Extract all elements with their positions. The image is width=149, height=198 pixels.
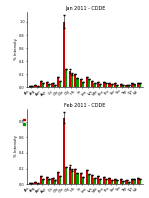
Bar xyxy=(120,84,122,87)
Bar xyxy=(103,177,105,184)
Bar xyxy=(59,176,61,184)
Bar xyxy=(105,179,107,184)
Bar xyxy=(29,183,31,184)
Bar xyxy=(131,83,133,87)
Bar xyxy=(34,182,37,184)
Bar xyxy=(108,178,111,184)
Bar xyxy=(133,179,136,184)
Bar xyxy=(46,177,48,184)
Bar xyxy=(111,180,113,184)
Bar xyxy=(88,174,90,184)
Title: Jan 2011 - CDDE: Jan 2011 - CDDE xyxy=(65,6,105,11)
Bar xyxy=(108,83,111,87)
Bar xyxy=(42,83,44,87)
Bar xyxy=(65,69,67,87)
Bar xyxy=(63,22,65,87)
Bar xyxy=(88,79,90,87)
Bar xyxy=(116,180,118,184)
Bar xyxy=(63,118,65,184)
Bar xyxy=(122,181,124,184)
Bar xyxy=(86,170,88,184)
Bar xyxy=(80,79,82,87)
Bar xyxy=(93,83,96,87)
Bar xyxy=(131,179,133,184)
Bar xyxy=(99,179,101,184)
Bar xyxy=(133,84,136,87)
Bar xyxy=(103,82,105,87)
Bar xyxy=(105,83,107,87)
Bar xyxy=(97,176,99,184)
Bar xyxy=(54,180,56,184)
Bar xyxy=(76,78,79,87)
Bar xyxy=(37,86,39,87)
Bar xyxy=(48,84,50,87)
Bar xyxy=(40,176,42,184)
Bar xyxy=(31,183,33,184)
Bar xyxy=(42,179,44,184)
Bar xyxy=(69,71,71,87)
Bar xyxy=(93,178,96,184)
Bar xyxy=(139,83,141,87)
Bar xyxy=(71,74,73,87)
Y-axis label: % Intensity: % Intensity xyxy=(14,136,18,157)
Bar xyxy=(48,179,50,184)
Bar xyxy=(137,83,139,87)
Bar xyxy=(54,85,56,87)
Bar xyxy=(120,179,122,184)
Bar xyxy=(122,85,124,87)
Bar xyxy=(125,180,128,184)
Bar xyxy=(46,82,48,87)
Bar xyxy=(71,170,73,184)
Bar xyxy=(114,179,116,184)
Bar xyxy=(74,74,76,87)
Bar xyxy=(51,178,54,184)
Bar xyxy=(111,84,113,87)
Bar xyxy=(40,81,42,87)
Bar xyxy=(91,175,93,184)
Bar xyxy=(99,84,101,87)
Bar xyxy=(80,173,82,184)
Bar xyxy=(114,83,116,87)
Bar xyxy=(82,82,84,87)
Bar xyxy=(51,83,54,87)
Bar xyxy=(82,177,84,184)
Bar xyxy=(97,82,99,87)
Bar xyxy=(59,81,61,87)
Bar xyxy=(125,85,128,87)
Bar xyxy=(34,85,37,87)
Title: Feb 2011 - CDDE: Feb 2011 - CDDE xyxy=(64,103,106,108)
Bar xyxy=(37,183,39,184)
Bar xyxy=(128,85,130,87)
Bar xyxy=(139,179,141,184)
Bar xyxy=(76,173,79,184)
Bar xyxy=(86,77,88,87)
Y-axis label: % Intensity: % Intensity xyxy=(14,39,18,60)
Bar xyxy=(116,85,118,87)
Bar xyxy=(57,172,59,184)
Bar xyxy=(69,167,71,184)
Bar xyxy=(74,168,76,184)
Legend: CDDE Data - Minimum Dilution, Minimum Dilution Ratio to A+RC Buffer: CDDE Data - Minimum Dilution, Minimum Di… xyxy=(22,117,81,126)
Bar xyxy=(91,81,93,87)
Bar xyxy=(137,178,139,184)
Bar xyxy=(57,77,59,87)
Bar xyxy=(65,167,67,184)
Bar xyxy=(128,182,130,184)
